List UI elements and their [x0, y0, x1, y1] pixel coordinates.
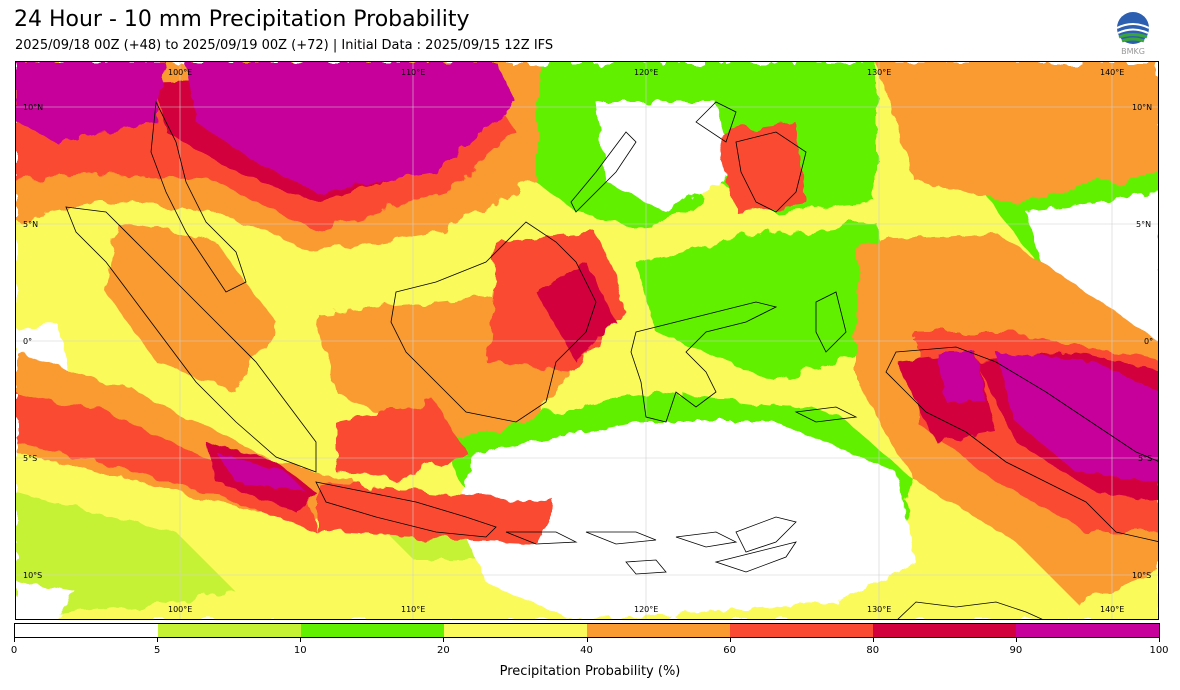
lon-label-110-top: 110°E — [401, 68, 426, 77]
lat-label-10n-left: 10°N — [23, 103, 44, 112]
colorbar-segment — [873, 624, 1016, 637]
colorbar — [14, 623, 1160, 638]
colorbar-tick-label: 100 — [1149, 645, 1169, 656]
colorbar-tick — [586, 638, 588, 642]
colorbar-tick-label: 20 — [437, 645, 450, 656]
lat-label-10s-left: 10°S — [23, 571, 43, 580]
lat-label-10s-right: 10°S — [1132, 571, 1152, 580]
lon-label-110-bottom: 110°E — [401, 605, 426, 614]
colorbar-tick-label: 90 — [1009, 645, 1023, 656]
graticule — [16, 62, 1158, 619]
lat-label-5s-left: 5°S — [23, 454, 38, 463]
precipitation-map: 100°E 110°E 120°E 130°E 140°E 100°E 110°… — [15, 61, 1159, 620]
lat-label-5n-right: 5°N — [1136, 220, 1152, 229]
lat-label-10n-right: 10°N — [1132, 103, 1153, 112]
colorbar-tick-label: 10 — [293, 645, 307, 656]
lat-label-5n-left: 5°N — [23, 220, 39, 229]
colorbar-tick-label: 80 — [866, 645, 880, 656]
bmkg-globe-icon: BMKG — [1116, 12, 1150, 56]
colorbar-tick — [14, 638, 15, 642]
colorbar-segment — [158, 624, 301, 637]
colorbar-tick — [1159, 638, 1160, 642]
lon-label-120-top: 120°E — [634, 68, 659, 77]
colorbar-tick-label: 40 — [580, 645, 593, 656]
colorbar-segment — [15, 624, 158, 637]
colorbar-tick — [443, 638, 445, 642]
map-title: 24 Hour - 10 mm Precipitation Probabilit… — [14, 7, 470, 32]
colorbar-segment — [587, 624, 730, 637]
field-90 — [16, 62, 1158, 492]
colorbar-tick-label: 0 — [10, 645, 18, 656]
colorbar-tick — [729, 638, 731, 642]
lon-label-130-bottom: 130°E — [867, 605, 892, 614]
colorbar-segment — [444, 624, 587, 637]
lon-label-100-top: 100°E — [168, 68, 193, 77]
colorbar-tick-label: 5 — [153, 645, 161, 656]
logo-text: BMKG — [1121, 47, 1145, 56]
lon-label-140-bottom: 140°E — [1100, 605, 1125, 614]
colorbar-tick — [872, 638, 874, 642]
colorbar-tick — [300, 638, 302, 642]
colorbar-tick — [157, 638, 159, 642]
bmkg-logo: BMKG — [1114, 10, 1152, 56]
colorbar-label: Precipitation Probability (%) — [499, 664, 681, 679]
colorbar-segment — [301, 624, 444, 637]
field-low — [16, 102, 1158, 619]
lat-label-5s-right: 5°S — [1138, 454, 1153, 463]
lat-label-0-left: 0° — [23, 337, 33, 346]
colorbar-segment — [730, 624, 873, 637]
coastlines — [65, 100, 1158, 619]
lon-label-100-bottom: 100°E — [168, 605, 193, 614]
lon-label-140-top: 140°E — [1100, 68, 1125, 77]
colorbar-tick — [1015, 638, 1017, 642]
probability-field — [16, 62, 1158, 619]
lon-label-130-top: 130°E — [867, 68, 892, 77]
map-subtitle: 2025/09/18 00Z (+48) to 2025/09/19 00Z (… — [15, 38, 554, 53]
colorbar-segment — [1016, 624, 1159, 637]
lon-label-120-bottom: 120°E — [634, 605, 659, 614]
colorbar-tick-label: 60 — [723, 645, 736, 656]
lat-label-0-right: 0° — [1144, 337, 1154, 346]
